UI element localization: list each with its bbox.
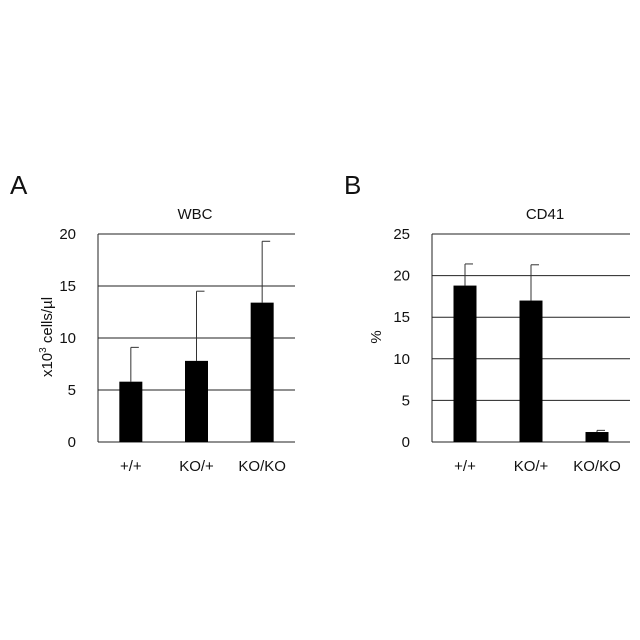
y-tick-label-b-5: 25	[393, 226, 410, 243]
y-tick-label-a-4: 20	[59, 226, 76, 243]
bar-b-2	[586, 432, 609, 442]
y-tick-label-b-3: 15	[393, 309, 410, 326]
y-tick-label-a-3: 15	[59, 278, 76, 295]
y-axis-title-a-part-2: cells/µl	[39, 297, 56, 347]
y-axis-title-a-part-1: x10	[39, 353, 56, 377]
y-tick-label-b-2: 10	[393, 351, 410, 368]
y-axis-title-a: x103 cells/µl	[38, 297, 56, 377]
y-tick-label-a-0: 0	[68, 434, 76, 451]
y-tick-label-a-1: 5	[68, 382, 76, 399]
chart-title-a: WBC	[178, 206, 213, 223]
panel-letter-b: B	[344, 170, 361, 200]
y-axis-title-b: %	[368, 330, 385, 343]
bar-a-0	[119, 382, 142, 442]
y-tick-label-a-2: 10	[59, 330, 76, 347]
x-tick-label-a-0: +/+	[120, 458, 142, 475]
x-tick-label-a-2: KO/KO	[238, 458, 286, 475]
bar-a-1	[185, 361, 208, 442]
y-tick-label-b-1: 5	[402, 392, 410, 409]
chart-panel-a: A WBC x103 cells/µl 0 5 10 15 20 +/+ KO/+ KO/KO	[10, 170, 295, 475]
y-tick-label-b-4: 20	[393, 268, 410, 285]
x-tick-label-b-0: +/+	[454, 458, 476, 475]
bar-b-1	[520, 301, 543, 442]
y-axis-title-b-part-1: %	[368, 330, 385, 343]
chart-panel-b: B CD41 % 0 5 10 15 20 25 +/+ KO/+ KO/KO	[344, 170, 630, 475]
bar-a-2	[251, 303, 274, 442]
x-tick-label-a-1: KO/+	[179, 458, 214, 475]
chart-title-b: CD41	[526, 206, 564, 223]
y-tick-label-b-0: 0	[402, 434, 410, 451]
bar-b-0	[454, 286, 477, 442]
x-tick-label-b-2: KO/KO	[573, 458, 621, 475]
panel-letter-a: A	[10, 170, 28, 200]
x-tick-label-b-1: KO/+	[514, 458, 549, 475]
